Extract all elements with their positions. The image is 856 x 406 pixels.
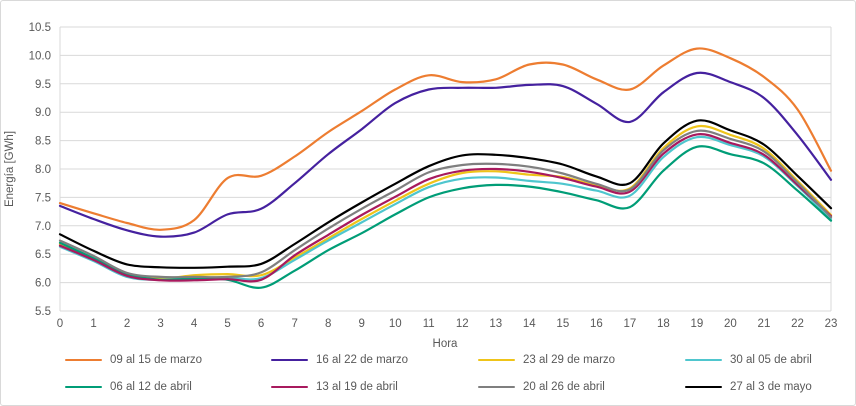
series-line-30-al-05-de-abril [58, 135, 833, 281]
y-tick-label: 9.0 [35, 107, 51, 119]
legend-swatch [271, 385, 308, 389]
y-axis-title: Energía [GWh] [4, 130, 16, 208]
legend-item-13-al-19-de-abril: 13 al 19 de abril [271, 380, 398, 394]
legend-swatch [685, 385, 722, 389]
series-line-13-al-19-de-abril [58, 133, 833, 283]
legend-item-27-al-3-de-mayo: 27 al 3 de mayo [685, 380, 812, 394]
x-tick-label: 17 [623, 318, 636, 330]
x-tick-label: 13 [489, 318, 502, 330]
x-tick-label: 8 [325, 318, 331, 330]
x-tick-label: 21 [758, 318, 771, 330]
plot-area: 5.56.06.57.07.58.08.59.09.510.010.50 1 2 3 4… [29, 22, 838, 330]
legend-item-30-al-05-de-abril: 30 al 05 de abril [685, 353, 812, 367]
legend-swatch [65, 385, 102, 389]
legend-label: 13 al 19 de abril [316, 381, 398, 393]
x-tick-label: 19 [691, 318, 704, 330]
legend-label: 20 al 26 de abril [523, 381, 605, 393]
y-tick-label: 6.5 [35, 249, 51, 261]
legend-label: 06 al 12 de abril [110, 381, 192, 393]
x-tick-label: 0 [57, 318, 63, 330]
series-line-23-al-29-de-marzo [58, 124, 833, 280]
x-tick-label: 12 [456, 318, 469, 330]
legend-item-20-al-26-de-abril: 20 al 26 de abril [478, 380, 605, 394]
x-axis-title: Hora [432, 338, 458, 350]
x-tick-label: 18 [657, 318, 670, 330]
x-tick-label: 11 [423, 318, 435, 330]
y-tick-label: 10.0 [29, 50, 51, 62]
legend-item-16-al-22-de-marzo: 16 al 22 de marzo [271, 353, 408, 367]
series-line-16-al-22-de-marzo [58, 71, 833, 238]
legend-item-23-al-29-de-marzo: 23 al 29 de marzo [478, 353, 615, 367]
legend-swatch [478, 358, 515, 362]
x-tick-label: 10 [389, 318, 402, 330]
x-tick-label: 16 [590, 318, 603, 330]
legend-swatch [685, 358, 722, 362]
y-tick-label: 9.5 [35, 79, 51, 91]
y-tick-label: 5.5 [35, 306, 51, 318]
x-tick-label: 23 [825, 318, 838, 330]
y-tick-label: 10.5 [29, 22, 51, 34]
x-tick-label: 2 [124, 318, 130, 330]
legend-swatch [271, 358, 308, 362]
series-line-27-al-3-de-mayo [58, 119, 833, 269]
y-tick-label: 8.5 [35, 136, 51, 148]
x-tick-label: 14 [523, 318, 536, 330]
y-tick-label: 6.0 [35, 278, 51, 290]
x-tick-label: 22 [791, 318, 804, 330]
x-tick-label: 4 [191, 318, 198, 330]
x-tick-label: 7 [291, 318, 297, 330]
legend-label: 30 al 05 de abril [730, 354, 812, 366]
x-tick-label: 20 [724, 318, 737, 330]
x-tick-label: 3 [157, 318, 163, 330]
x-tick-label: 9 [358, 318, 364, 330]
x-tick-label: 15 [556, 318, 569, 330]
x-tick-label: 1 [90, 318, 96, 330]
y-tick-label: 7.0 [35, 221, 51, 233]
legend-label: 09 al 15 de marzo [110, 354, 203, 366]
y-tick-label: 8.0 [35, 164, 51, 176]
legend-item-09-al-15-de-marzo: 09 al 15 de marzo [65, 353, 202, 367]
series-line-20-al-26-de-abril [58, 129, 833, 279]
y-tick-label: 7.5 [35, 192, 51, 204]
legend-label: 16 al 22 de marzo [316, 354, 409, 366]
legend-label: 27 al 3 de mayo [730, 381, 812, 393]
x-tick-label: 5 [224, 318, 230, 330]
legend-label: 23 al 29 de marzo [523, 354, 616, 366]
series-line-09-al-15-de-marzo [58, 47, 833, 231]
legend-item-06-al-12-de-abril: 06 al 12 de abril [65, 380, 192, 394]
series-line-06-al-12-de-abril [58, 145, 833, 289]
legend-swatch [478, 385, 515, 389]
x-tick-label: 6 [258, 318, 264, 330]
legend-swatch [65, 358, 102, 362]
